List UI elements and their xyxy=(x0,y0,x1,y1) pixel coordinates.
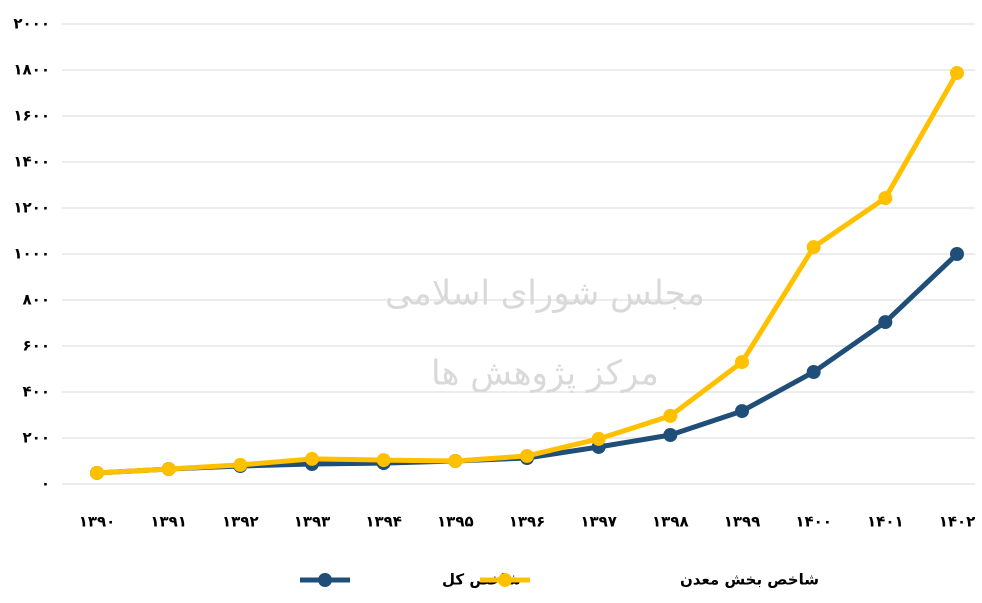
watermark: مجلس شورای اسلامی xyxy=(385,274,705,314)
point xyxy=(806,240,821,255)
point xyxy=(376,453,391,468)
x-tick-label: ۱۳۹۳ xyxy=(294,513,331,531)
y-tick-label: ۱۲۰۰ xyxy=(13,199,50,217)
point xyxy=(233,457,248,472)
point xyxy=(520,448,534,463)
y-tick-label: ۶۰۰ xyxy=(23,337,50,355)
y-tick-label: ۲۰۰۰ xyxy=(13,15,50,33)
point xyxy=(161,462,176,477)
y-tick-label: ۸۰۰ xyxy=(23,291,50,309)
y-tick-label: ۱۶۰۰ xyxy=(13,107,50,125)
x-tick-label: ۱۳۹۶ xyxy=(509,513,546,531)
x-tick-label: ۱۳۹۵ xyxy=(437,513,474,531)
y-tick-label: ۱۰۰۰ xyxy=(13,245,50,263)
point xyxy=(950,65,964,80)
y-tick-label: ۱۴۰۰ xyxy=(13,153,50,171)
point xyxy=(735,355,749,370)
x-tick-label: ۱۳۹۲ xyxy=(222,513,259,531)
y-tick-label: ۴۰۰ xyxy=(23,383,50,401)
point xyxy=(878,191,893,206)
point xyxy=(806,364,821,379)
x-tick-label: ۱۴۰۱ xyxy=(867,513,904,531)
x-tick-label: ۱۴۰۰ xyxy=(795,513,832,531)
point xyxy=(663,428,678,443)
y-tick-label: ۰ xyxy=(41,475,50,493)
watermark: مرکز پژوهش ها xyxy=(431,354,659,394)
legend-marker xyxy=(498,573,512,587)
point xyxy=(305,451,319,466)
point xyxy=(950,247,964,261)
legend-marker xyxy=(318,573,332,587)
point xyxy=(448,454,463,468)
point xyxy=(90,465,104,480)
x-tick-label: ۱۳۹۸ xyxy=(652,513,689,531)
point xyxy=(878,315,893,330)
point xyxy=(591,431,606,446)
point xyxy=(735,404,749,419)
x-tick-label: ۱۳۹۹ xyxy=(724,513,761,531)
x-tick-label: ۱۳۹۱ xyxy=(150,513,187,531)
x-tick-label: ۱۳۹۴ xyxy=(365,513,402,531)
point xyxy=(663,408,678,423)
x-tick-label: ۱۳۹۰ xyxy=(79,513,116,531)
x-tick-label: ۱۴۰۲ xyxy=(939,513,976,531)
x-tick-label: ۱۳۹۷ xyxy=(580,513,617,531)
legend-label: شاخص بخش معدن xyxy=(680,571,819,589)
y-tick-label: ۲۰۰ xyxy=(23,429,50,447)
y-tick-label: ۱۸۰۰ xyxy=(13,61,50,79)
